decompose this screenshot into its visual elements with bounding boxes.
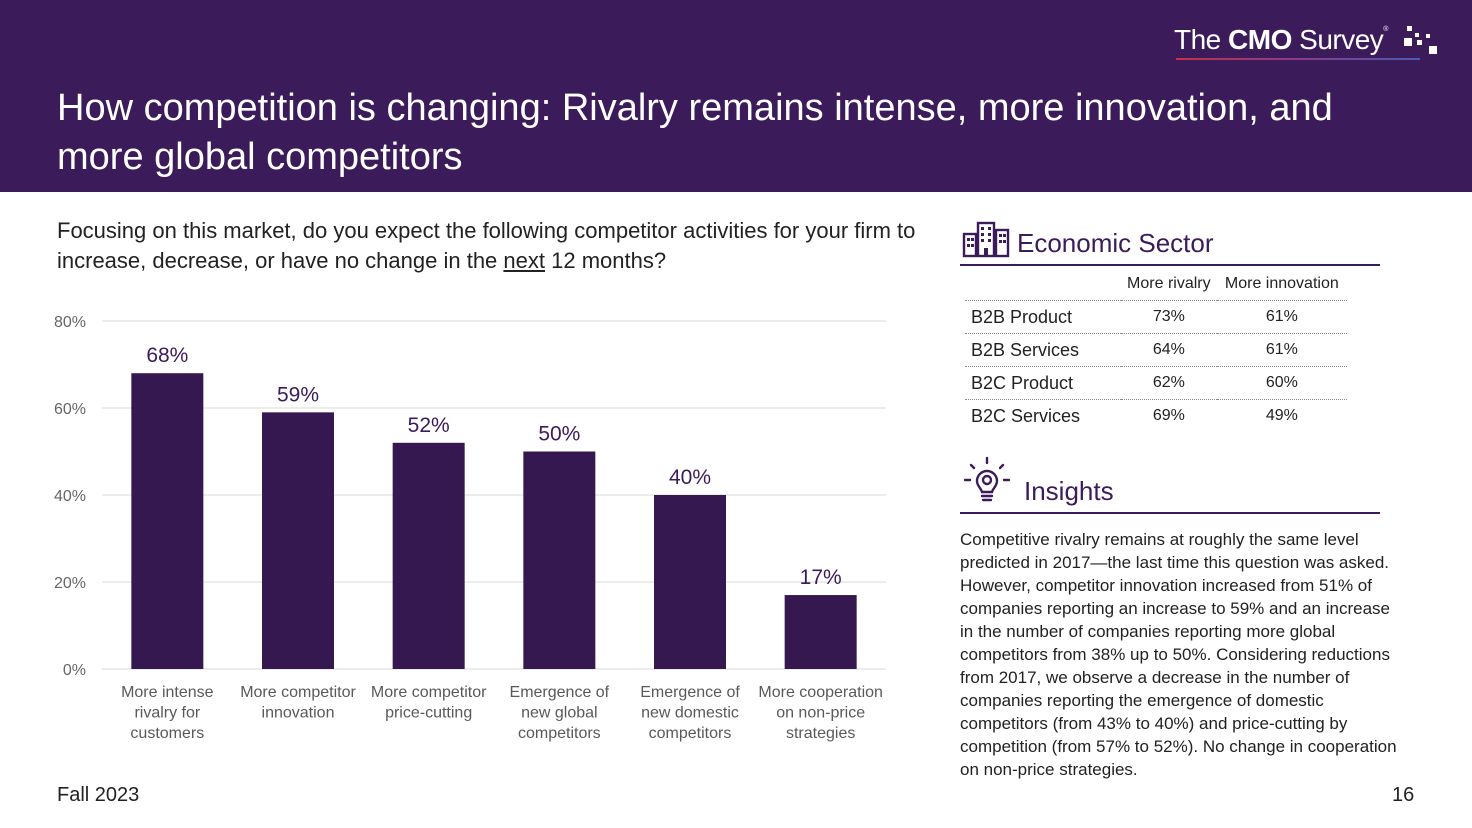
column-header-innovation: More innovation [1216, 272, 1347, 301]
x-tick-label: More competitor price-cutting [371, 684, 487, 722]
economic-sector-table: More rivalry More innovation B2B Product… [965, 272, 1347, 432]
y-tick-label: 80% [54, 314, 86, 331]
y-tick-label: 40% [54, 488, 86, 505]
table-row: B2C Services 69% 49% [965, 400, 1347, 433]
x-tick-label: More cooperation on non-price strategies [758, 684, 883, 742]
innovation-value: 49% [1265, 407, 1298, 424]
economic-sector-title: Economic Sector [1017, 228, 1214, 258]
cmo-survey-logo: The CMO Survey® [1174, 24, 1388, 55]
header-banner: The CMO Survey® How competition is chang… [0, 0, 1472, 192]
table-row: B2B Services 64% 61% [965, 333, 1347, 367]
rivalry-value: 62% [1121, 366, 1217, 400]
page-number: 16 [1392, 784, 1415, 806]
survey-question: Focusing on this market, do you expect t… [57, 218, 916, 273]
x-tick-label: Emergence of new global competitors [510, 684, 610, 742]
y-tick-label: 20% [54, 575, 86, 592]
sector-name: B2B Services [965, 333, 1121, 367]
table-row: B2C Product 62% 60% [965, 366, 1347, 400]
bar-chart: 0% 20% 40% 60% 80% 68% More intense rivalry for… [54, 314, 886, 742]
data-label: 68% [146, 344, 188, 367]
y-tick-label: 0% [63, 662, 86, 679]
buildings-icon [962, 221, 1010, 258]
insights-header: Insights [960, 456, 1380, 514]
logo-underline [1176, 58, 1420, 60]
logo-dots-icon [1400, 26, 1440, 58]
column-header-rivalry: More rivalry [1121, 272, 1217, 301]
bar [262, 412, 334, 669]
rivalry-value: 64% [1121, 333, 1217, 367]
bar [392, 442, 465, 669]
table-header-row: More rivalry More innovation [965, 272, 1347, 301]
data-label: 17% [800, 566, 842, 589]
table-row: B2B Product 73% 61% [965, 300, 1347, 334]
lightbulb-gear-icon [963, 456, 1011, 502]
rivalry-value: 69% [1152, 407, 1185, 424]
rivalry-value: 73% [1121, 300, 1217, 334]
x-tick-label: More intense rivalry for customers [121, 684, 214, 742]
data-label: 59% [277, 383, 319, 406]
y-tick-label: 60% [54, 401, 86, 418]
sector-name: B2B Product [965, 300, 1121, 334]
bar [654, 495, 726, 669]
underlined-word: next [503, 248, 545, 273]
data-label: 52% [408, 414, 450, 437]
bar [523, 451, 596, 669]
sector-name: B2C Services [971, 405, 1081, 426]
x-tick-label: Emergence of new domestic competitors [640, 684, 740, 742]
innovation-value: 61% [1216, 333, 1347, 367]
insights-title: Insights [1024, 476, 1114, 506]
x-tick-label: More competitor innovation [240, 684, 356, 722]
data-label: 40% [669, 466, 711, 489]
innovation-value: 60% [1216, 366, 1347, 400]
footer-date: Fall 2023 [57, 784, 140, 806]
economic-sector-header: Economic Sector [960, 216, 1380, 266]
insights-text: Competitive rivalry remains at roughly t… [960, 530, 1397, 779]
innovation-value: 61% [1216, 300, 1347, 334]
page-title: How competition is changing: Rivalry rem… [57, 87, 1333, 178]
bar [131, 373, 204, 669]
data-label: 50% [538, 423, 580, 446]
bar [784, 595, 857, 669]
sector-name: B2C Product [965, 366, 1121, 400]
